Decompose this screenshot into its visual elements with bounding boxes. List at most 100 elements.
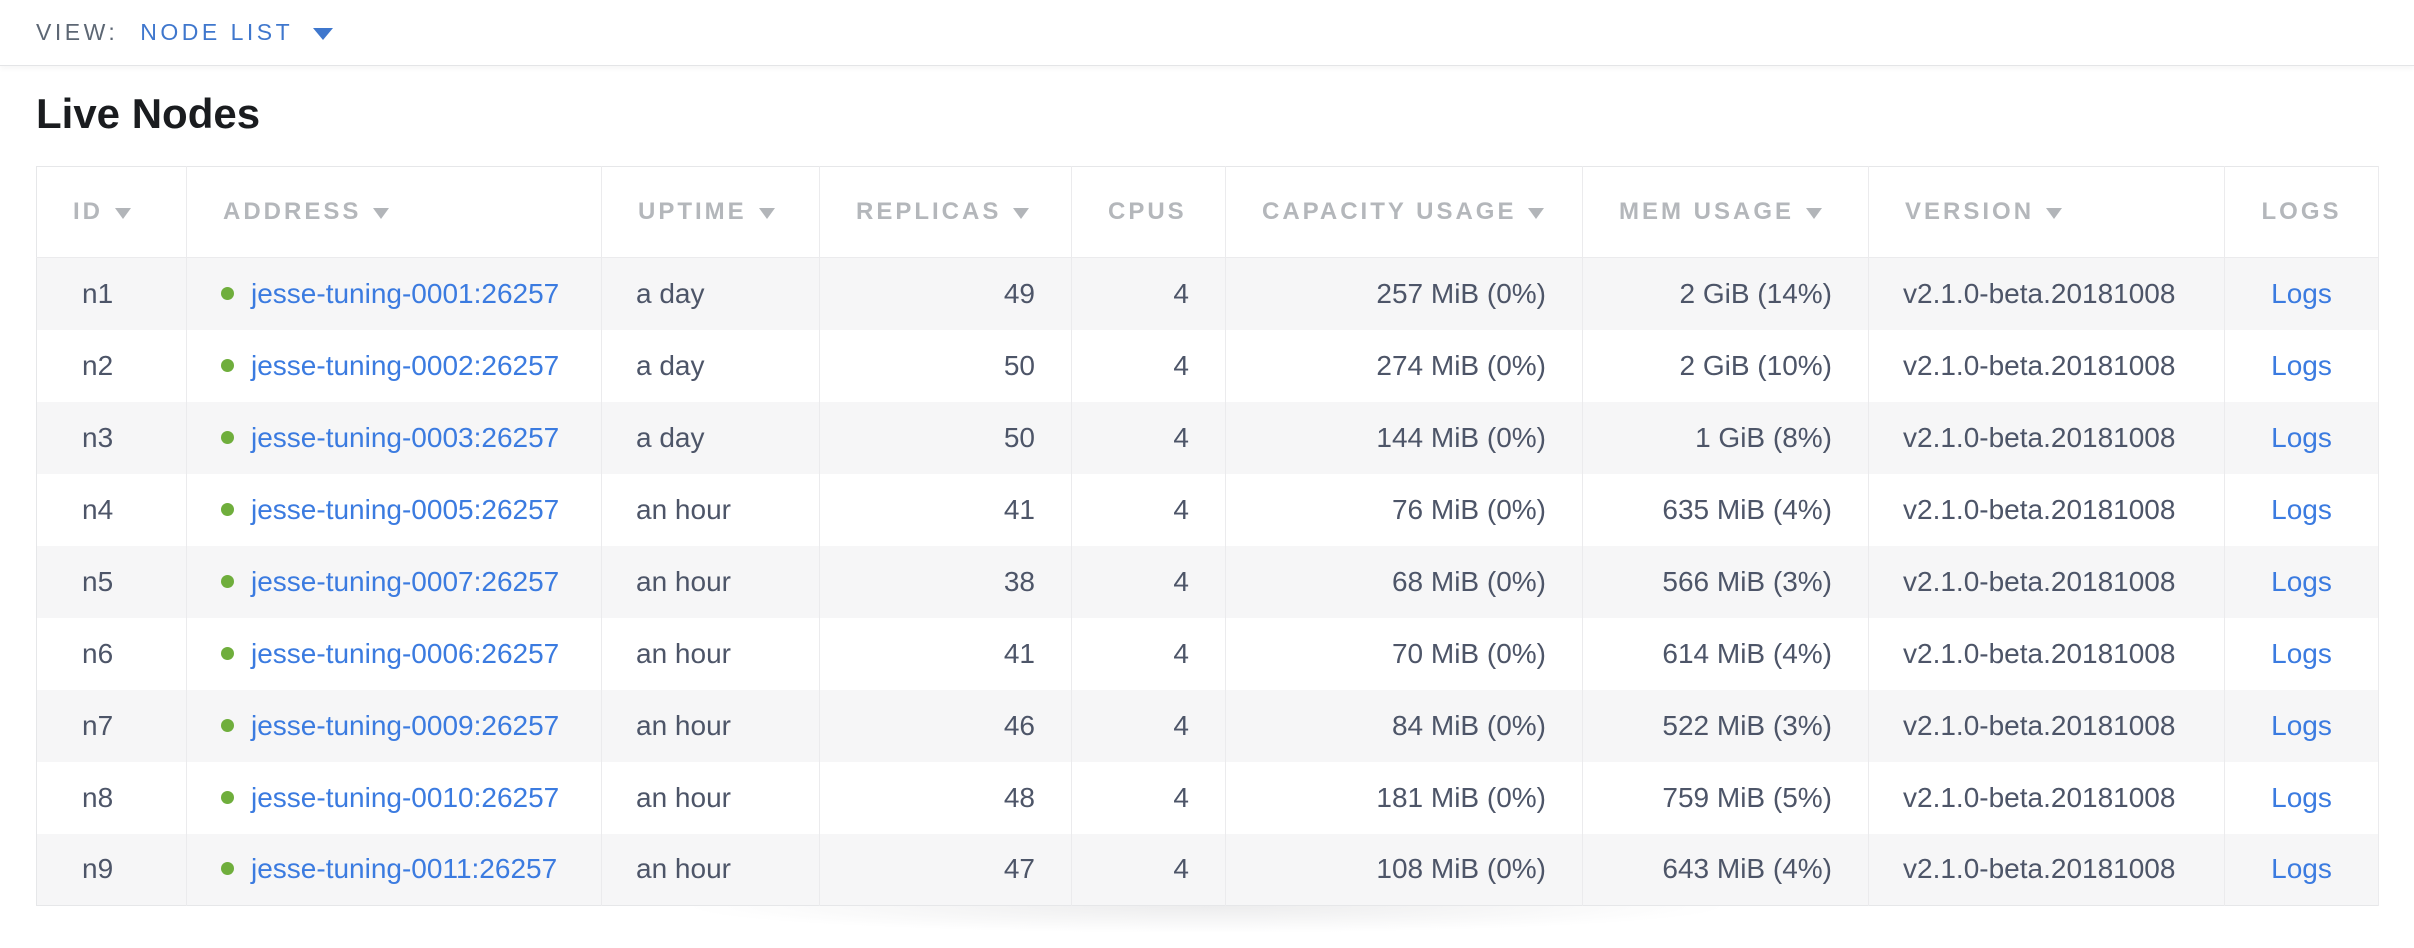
cell-id: n7 <box>36 689 187 762</box>
column-header-capacity[interactable]: CAPACITY USAGE <box>1225 166 1583 258</box>
cell-version: v2.1.0-beta.20181008 <box>1868 401 2225 474</box>
column-header-mem[interactable]: MEM USAGE <box>1582 166 1869 258</box>
column-header-id[interactable]: ID <box>36 166 187 258</box>
node-address-link[interactable]: jesse-tuning-0003:26257 <box>251 421 560 453</box>
cell-capacity: 181 MiB (0%) <box>1225 761 1583 834</box>
cell-capacity: 70 MiB (0%) <box>1225 617 1583 690</box>
main-content: Live Nodes ID ADDRESS UPTIME REPLICAS CPUS CA… <box>0 90 2414 946</box>
column-header-logs: LOGS <box>2224 166 2379 258</box>
column-header-label: VERSION <box>1905 198 2035 225</box>
node-live-status-dot-icon <box>221 358 234 372</box>
node-live-status-dot-icon <box>221 718 234 732</box>
node-live-status-dot-icon <box>221 286 234 300</box>
cell-replicas: 46 <box>819 689 1072 762</box>
cell-replicas: 49 <box>819 257 1072 330</box>
logs-link[interactable]: Logs <box>2271 277 2332 309</box>
cell-uptime: a day <box>601 401 820 474</box>
node-address-link[interactable]: jesse-tuning-0010:26257 <box>251 781 560 813</box>
cell-mem: 643 MiB (4%) <box>1582 833 1869 906</box>
cell-capacity: 257 MiB (0%) <box>1225 257 1583 330</box>
node-live-status-dot-icon <box>221 430 234 444</box>
cell-capacity: 144 MiB (0%) <box>1225 401 1583 474</box>
cell-logs: Logs <box>2224 329 2379 402</box>
cell-uptime: an hour <box>601 689 820 762</box>
sort-arrow-icon <box>1013 208 1030 219</box>
cell-replicas: 48 <box>819 761 1072 834</box>
cell-mem: 614 MiB (4%) <box>1582 617 1869 690</box>
sort-arrow-icon <box>2046 208 2063 219</box>
cell-id: n6 <box>36 617 187 690</box>
node-live-status-dot-icon <box>221 862 234 876</box>
cell-replicas: 50 <box>819 401 1072 474</box>
column-header-label: CPUS <box>1108 198 1187 225</box>
cell-version: v2.1.0-beta.20181008 <box>1868 833 2225 906</box>
column-header-version[interactable]: VERSION <box>1868 166 2225 258</box>
cell-address: jesse-tuning-0009:26257 <box>186 689 602 762</box>
cell-address: jesse-tuning-0010:26257 <box>186 761 602 834</box>
sort-arrow-icon <box>373 208 390 219</box>
cell-id: n9 <box>36 833 187 906</box>
column-header-label: MEM USAGE <box>1619 198 1795 225</box>
cell-logs: Logs <box>2224 833 2379 906</box>
column-header-label: ID <box>73 198 103 225</box>
cell-logs: Logs <box>2224 689 2379 762</box>
cell-cpus: 4 <box>1071 689 1226 762</box>
column-header-replicas[interactable]: REPLICAS <box>819 166 1072 258</box>
cell-version: v2.1.0-beta.20181008 <box>1868 329 2225 402</box>
column-header-address[interactable]: ADDRESS <box>186 166 602 258</box>
column-header-cpus: CPUS <box>1071 166 1226 258</box>
table-row: n4 jesse-tuning-0005:26257 an hour 41 4 76 Mi… <box>36 473 2379 546</box>
table-row: n9 jesse-tuning-0011:26257 an hour 47 4 108 M… <box>36 833 2379 906</box>
logs-link[interactable]: Logs <box>2271 493 2332 525</box>
cell-capacity: 68 MiB (0%) <box>1225 545 1583 618</box>
cell-mem: 759 MiB (5%) <box>1582 761 1869 834</box>
logs-link[interactable]: Logs <box>2271 565 2332 597</box>
logs-link[interactable]: Logs <box>2271 781 2332 813</box>
node-live-status-dot-icon <box>221 646 234 660</box>
node-address-link[interactable]: jesse-tuning-0011:26257 <box>251 853 558 885</box>
node-address-link[interactable]: jesse-tuning-0002:26257 <box>251 349 560 381</box>
cell-uptime: a day <box>601 329 820 402</box>
table-row: n5 jesse-tuning-0007:26257 an hour 38 4 68 Mi… <box>36 545 2379 618</box>
logs-link[interactable]: Logs <box>2271 853 2332 885</box>
page-title: Live Nodes <box>36 90 261 137</box>
cell-version: v2.1.0-beta.20181008 <box>1868 545 2225 618</box>
logs-link[interactable]: Logs <box>2271 349 2332 381</box>
cell-uptime: an hour <box>601 617 820 690</box>
node-address-link[interactable]: jesse-tuning-0009:26257 <box>251 709 560 741</box>
cell-id: n3 <box>36 401 187 474</box>
view-dropdown[interactable]: NODE LIST <box>140 19 334 46</box>
logs-link[interactable]: Logs <box>2271 421 2332 453</box>
cell-address: jesse-tuning-0006:26257 <box>186 617 602 690</box>
cell-mem: 522 MiB (3%) <box>1582 689 1869 762</box>
cell-id: n4 <box>36 473 187 546</box>
cell-capacity: 274 MiB (0%) <box>1225 329 1583 402</box>
cell-cpus: 4 <box>1071 545 1226 618</box>
view-selector-bar: VIEW: NODE LIST <box>0 0 2414 66</box>
cell-uptime: an hour <box>601 761 820 834</box>
sort-arrow-icon <box>1806 208 1823 219</box>
cell-id: n2 <box>36 329 187 402</box>
view-label: VIEW: <box>36 19 119 45</box>
cell-version: v2.1.0-beta.20181008 <box>1868 689 2225 762</box>
logs-link[interactable]: Logs <box>2271 709 2332 741</box>
cell-address: jesse-tuning-0002:26257 <box>186 329 602 402</box>
cell-mem: 2 GiB (10%) <box>1582 329 1869 402</box>
node-address-link[interactable]: jesse-tuning-0006:26257 <box>251 637 560 669</box>
cell-address: jesse-tuning-0005:26257 <box>186 473 602 546</box>
node-address-link[interactable]: jesse-tuning-0005:26257 <box>251 493 560 525</box>
cell-id: n1 <box>36 257 187 330</box>
cell-id: n8 <box>36 761 187 834</box>
cell-uptime: an hour <box>601 833 820 906</box>
node-address-link[interactable]: jesse-tuning-0007:26257 <box>251 565 560 597</box>
table-row: n7 jesse-tuning-0009:26257 an hour 46 4 84 Mi… <box>36 689 2379 762</box>
table-body: n1 jesse-tuning-0001:26257 a day 49 4 257 MiB… <box>36 257 2379 906</box>
cell-mem: 2 GiB (14%) <box>1582 257 1869 330</box>
logs-link[interactable]: Logs <box>2271 637 2332 669</box>
cell-mem: 635 MiB (4%) <box>1582 473 1869 546</box>
node-address-link[interactable]: jesse-tuning-0001:26257 <box>251 277 560 309</box>
cell-logs: Logs <box>2224 257 2379 330</box>
cell-address: jesse-tuning-0007:26257 <box>186 545 602 618</box>
cell-uptime: a day <box>601 257 820 330</box>
column-header-uptime[interactable]: UPTIME <box>601 166 820 258</box>
